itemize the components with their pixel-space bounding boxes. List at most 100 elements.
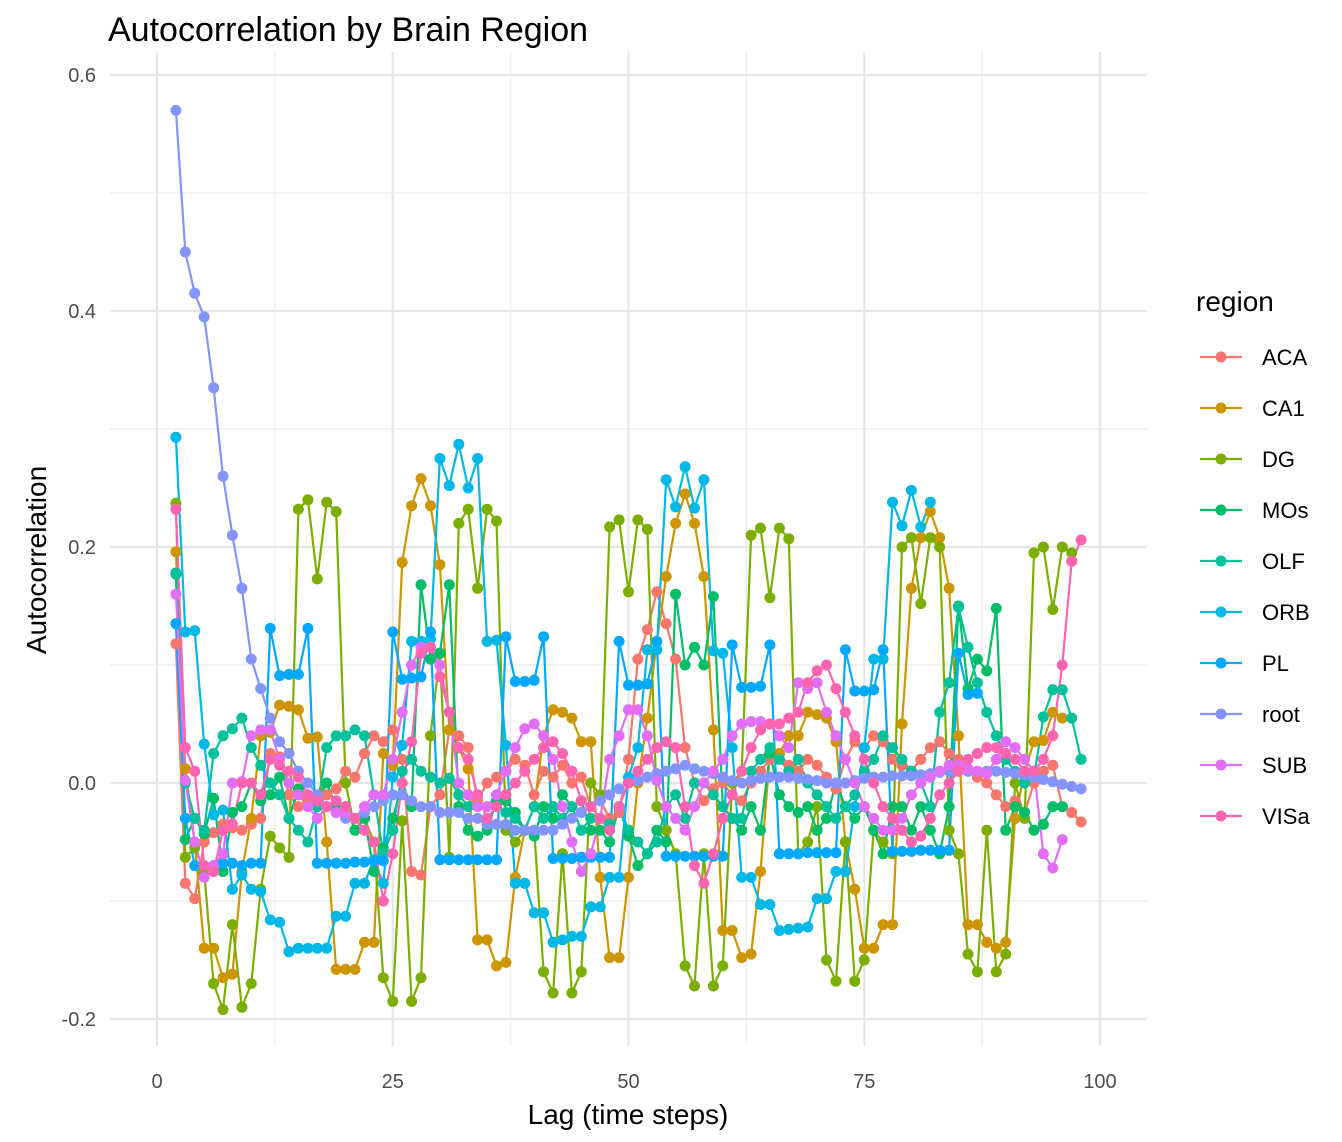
data-point-orb [868,653,880,665]
data-point-sub [453,777,465,789]
data-point-root [877,771,889,783]
data-point-dg [321,496,333,508]
series-line-ca1 [174,477,1063,979]
data-point-ca1 [1047,706,1059,718]
legend-item-mos: MOs [1200,498,1308,523]
data-point-aca [208,827,220,839]
data-point-visa [594,812,606,824]
data-point-orb [255,886,267,898]
data-point-root [255,683,267,695]
data-point-root [689,763,700,775]
data-point-visa [528,753,540,765]
data-point-pl [368,855,380,867]
data-point-mos [415,579,427,591]
data-point-ca1 [1009,812,1021,824]
data-point-olf [971,677,983,689]
data-point-orb [500,739,512,751]
data-point-root [509,824,521,836]
data-point-pl [868,684,880,696]
data-point-pl [434,854,446,866]
data-point-orb [585,901,597,913]
data-point-mos [236,801,248,813]
data-point-mos [226,807,238,818]
data-point-root [764,771,776,783]
legend-item-ca1: CA1 [1200,396,1305,421]
data-point-pl [623,679,634,691]
data-point-orb [896,520,908,532]
x-tick-label: 75 [853,1071,875,1093]
data-point-aca [943,748,955,759]
data-point-visa [302,789,314,801]
data-point-visa [896,824,908,836]
data-point-pl [170,618,182,630]
data-point-pl [377,855,389,867]
data-point-mos [821,812,832,824]
data-point-sub [613,730,625,742]
data-point-dg [651,801,663,813]
data-point-pl [387,626,399,638]
data-point-visa [736,765,748,777]
data-point-visa [773,718,785,730]
data-point-orb [443,480,455,492]
data-point-root [1009,768,1021,780]
data-point-visa [500,789,512,801]
data-point-ca1 [274,699,286,711]
data-point-mos [585,824,597,836]
data-point-mos [971,653,983,665]
data-point-olf [821,801,832,813]
y-tick-label: 0.6 [68,65,96,87]
data-point-mos [604,836,616,848]
data-point-mos [547,812,559,824]
data-point-visa [764,718,776,730]
data-point-sub [679,824,691,836]
data-point-pl [726,639,738,651]
data-point-dg [1056,541,1068,553]
data-point-olf [406,753,418,765]
data-point-visa [1037,753,1049,765]
data-point-aca [566,777,578,789]
data-point-mos [802,801,814,813]
data-point-ca1 [226,968,238,980]
data-point-sub [1019,753,1031,765]
data-point-dg [830,975,842,987]
data-point-aca [679,742,691,754]
data-point-root [773,771,785,783]
data-point-olf [170,567,182,579]
data-point-dg [585,777,597,789]
data-point-sub [896,812,908,824]
data-point-root [1066,781,1078,792]
data-point-orb [189,625,201,637]
data-point-mos [274,771,286,783]
data-point-visa [179,742,191,754]
data-point-orb [773,925,785,936]
data-point-ca1 [679,488,691,500]
data-point-root [679,759,691,771]
data-point-pl [792,848,804,860]
data-point-pl [226,857,238,869]
data-point-root [736,777,748,789]
data-point-visa [802,677,814,689]
data-point-pl [953,647,964,659]
data-point-root [670,763,682,775]
data-point-root [755,772,766,784]
data-point-visa [198,860,210,872]
data-point-orb [179,626,191,638]
data-point-ca1 [349,963,361,975]
data-point-olf [217,730,229,742]
data-point-dg [1028,547,1040,559]
data-point-orb [783,923,795,935]
data-point-sub [377,789,389,801]
data-point-sub [528,718,540,730]
data-point-dg [971,966,983,978]
data-point-dg [990,966,1002,978]
data-point-dg [217,1004,229,1016]
chart-title: Autocorrelation by Brain Region [108,11,588,49]
data-point-mos [1028,824,1040,836]
data-point-root [905,770,917,782]
data-point-root [283,748,295,759]
data-point-mos [443,579,455,591]
data-point-root [660,765,672,777]
data-point-dg [915,598,927,610]
data-point-mos [745,801,757,813]
data-point-root [217,470,229,482]
